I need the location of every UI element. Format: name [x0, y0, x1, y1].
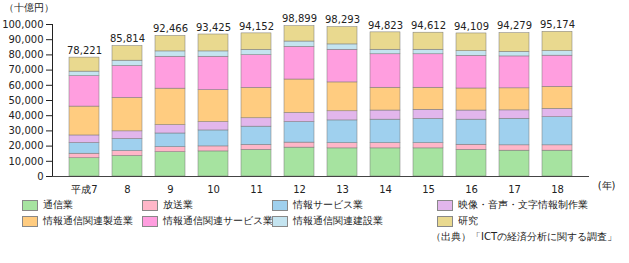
svg-text:11: 11 [250, 184, 263, 195]
svg-text:(年): (年) [598, 180, 616, 191]
svg-text:9: 9 [167, 184, 173, 195]
svg-text:14: 14 [379, 184, 392, 195]
svg-text:30,000: 30,000 [9, 125, 44, 136]
svg-text:17: 17 [508, 184, 521, 195]
svg-text:94,279: 94,279 [497, 20, 532, 31]
svg-text:98,899: 98,899 [282, 13, 317, 24]
svg-text:15: 15 [422, 184, 435, 195]
svg-text:78,221: 78,221 [67, 45, 102, 56]
html-text:情報通信関連製造業: 情報通信関連製造業 [43, 215, 133, 226]
svg-text:94,152: 94,152 [239, 21, 274, 32]
svg-text:93,425: 93,425 [196, 22, 231, 33]
html-text:研究: 研究 [458, 215, 478, 226]
svg-text:50,000: 50,000 [9, 95, 44, 106]
svg-text:60,000: 60,000 [9, 80, 44, 91]
svg-text:12: 12 [293, 184, 306, 195]
svg-text:平成7: 平成7 [71, 184, 97, 195]
svg-text:16: 16 [465, 184, 478, 195]
html-text:放送業: 放送業 [163, 199, 193, 210]
svg-text:（十億円）: （十億円） [4, 2, 54, 13]
svg-text:8: 8 [124, 184, 130, 195]
svg-text:100,000: 100,000 [2, 19, 43, 30]
html-text:映像・音声・文字情報制作業: 映像・音声・文字情報制作業 [458, 199, 588, 210]
svg-text:85,814: 85,814 [110, 33, 145, 44]
svg-text:0: 0 [37, 171, 43, 182]
svg-text:90,000: 90,000 [9, 34, 44, 45]
svg-text:20,000: 20,000 [9, 140, 44, 151]
svg-text:92,466: 92,466 [153, 23, 188, 34]
html-text:通信業: 通信業 [43, 199, 73, 210]
svg-text:95,174: 95,174 [540, 19, 575, 30]
svg-text:13: 13 [336, 184, 349, 195]
svg-text:98,293: 98,293 [325, 14, 360, 25]
svg-text:80,000: 80,000 [9, 49, 44, 60]
svg-text:10,000: 10,000 [9, 156, 44, 167]
html-text:情報サービス業: 情報サービス業 [293, 199, 363, 210]
svg-text:94,823: 94,823 [368, 20, 403, 31]
svg-text:40,000: 40,000 [9, 110, 44, 121]
svg-text:18: 18 [551, 184, 564, 195]
html-text:（出典）「ICTの経済分析に関する調査」: （出典）「ICTの経済分析に関する調査」 [431, 231, 617, 242]
html-text:情報通信関連建設業: 情報通信関連建設業 [293, 215, 383, 226]
svg-text:10: 10 [207, 184, 220, 195]
svg-text:70,000: 70,000 [9, 64, 44, 75]
svg-text:94,109: 94,109 [454, 21, 489, 32]
svg-text:94,612: 94,612 [411, 20, 446, 31]
html-text:情報通信関連サービス業: 情報通信関連サービス業 [163, 215, 273, 226]
